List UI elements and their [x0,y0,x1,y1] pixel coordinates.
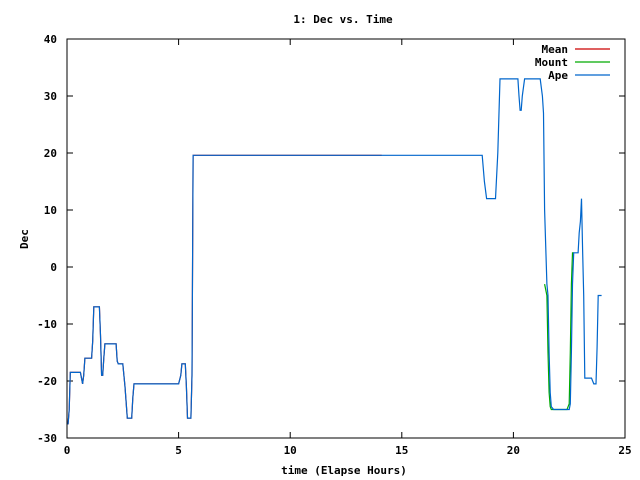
y-tick-label: 20 [44,147,57,160]
plot-area-border [66,38,626,439]
x-tick-label: 25 [618,444,631,457]
legend-label-ape: Ape [548,69,568,82]
y-tick-label: -30 [37,432,57,445]
x-tick-label: 0 [64,444,71,457]
legend-label-mount: Mount [535,56,568,69]
y-tick-label: 0 [50,261,57,274]
x-tick-label: 15 [395,444,408,457]
x-axis-label: time (Elapse Hours) [281,464,407,477]
y-tick-label: -10 [37,318,57,331]
y-tick-label: -20 [37,375,57,388]
x-tick-label: 10 [284,444,297,457]
series-line-mean [67,154,382,425]
x-tick-label: 5 [175,444,182,457]
y-tick-label: 30 [44,90,57,103]
chart-title: 1: Dec vs. Time [293,13,393,26]
y-axis-label: Dec [18,229,31,249]
y-tick-label: 10 [44,204,57,217]
series-layer [67,78,602,425]
series-line-ape [67,78,602,425]
axis-ticks: 0 5 10 15 20 25 -30 -20 -10 0 10 20 30 40 [37,33,632,457]
y-tick-label: 40 [44,33,57,46]
x-tick-label: 20 [507,444,520,457]
legend-label-mean: Mean [542,43,569,56]
